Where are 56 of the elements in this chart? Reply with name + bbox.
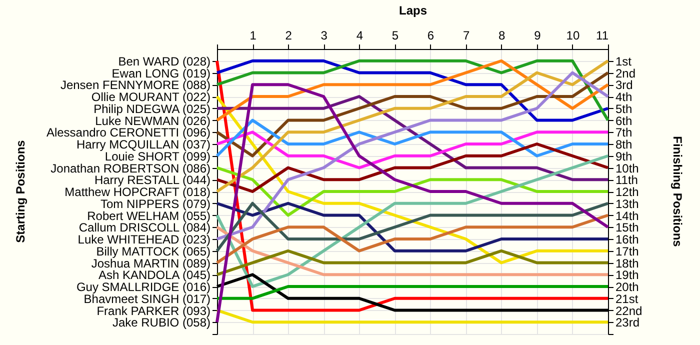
x-tick-label: 3 xyxy=(320,28,328,42)
x-tick-label: 8 xyxy=(498,28,506,42)
y-tick-label: 20th xyxy=(616,280,639,294)
x-tick-label: 5 xyxy=(392,28,399,42)
line-series xyxy=(216,95,610,182)
y-tick-label: 15th xyxy=(616,220,639,235)
y-tick-label: 14th xyxy=(616,208,639,223)
line-series xyxy=(216,130,610,170)
text: Ollie MOURANT (022) xyxy=(91,90,210,104)
y-tick-label: 6th xyxy=(616,114,632,128)
y-tick-label: 4th xyxy=(616,90,632,104)
line-series xyxy=(216,59,610,193)
line-series xyxy=(216,202,610,252)
y-tick-label: 16th xyxy=(616,232,639,246)
x-axis-title: Laps xyxy=(398,4,428,18)
y-tick-label: 13th xyxy=(616,196,639,211)
line-series xyxy=(216,226,610,276)
x-tick-label: 4 xyxy=(356,28,364,42)
line-series xyxy=(216,71,610,240)
x-tick-label: 6 xyxy=(427,28,434,42)
x-tick-label: 11 xyxy=(596,28,609,42)
y-tick-label: 8th xyxy=(616,138,632,152)
y-tick-label: 21st xyxy=(616,292,639,306)
y-tick-label: 10th xyxy=(616,161,639,176)
line-series xyxy=(216,142,610,193)
text: Ben WARD (028) xyxy=(118,54,211,68)
x-tick-label: 9 xyxy=(534,28,542,42)
y-tick-label: 18th xyxy=(616,256,639,270)
line-series xyxy=(216,59,610,122)
y-tick-label: 7th xyxy=(616,126,632,140)
line-series xyxy=(216,118,610,158)
y-tick-label: 5th xyxy=(616,102,632,116)
y-tick-label: 9th xyxy=(616,149,632,164)
y-tick-label: 11th xyxy=(616,173,638,188)
y-tick-label: 2nd xyxy=(616,66,636,80)
y-tick-label: 1st xyxy=(616,54,632,68)
text: Matthew HOPCRAFT (018) xyxy=(64,185,210,199)
text: Guy SMALLRIDGE (016) xyxy=(76,280,210,294)
x-tick-label: 10 xyxy=(566,28,580,42)
y-tick-label: 17th xyxy=(616,244,639,258)
y-axis-title: Finishing Positions xyxy=(670,136,684,248)
x-tick-label: 1 xyxy=(250,28,257,42)
line-series xyxy=(216,71,610,158)
y-tick-label: 19th xyxy=(616,268,639,282)
line-series xyxy=(216,214,610,264)
x-tick-label: 2 xyxy=(285,28,292,42)
line-series xyxy=(216,166,610,217)
text: Luke WHITEHEAD (023) xyxy=(78,232,211,246)
text: Harry MCQUILLAN (037) xyxy=(76,138,210,152)
y-tick-label: 3rd xyxy=(616,78,633,92)
y-tick-label: 12th xyxy=(616,185,639,199)
x-tick-label: 7 xyxy=(462,28,470,42)
y-tick-label: 22nd xyxy=(616,304,642,318)
line-series xyxy=(216,154,610,288)
text: Starting Positions xyxy=(14,140,28,243)
y-tick-label: 23rd xyxy=(616,316,640,330)
